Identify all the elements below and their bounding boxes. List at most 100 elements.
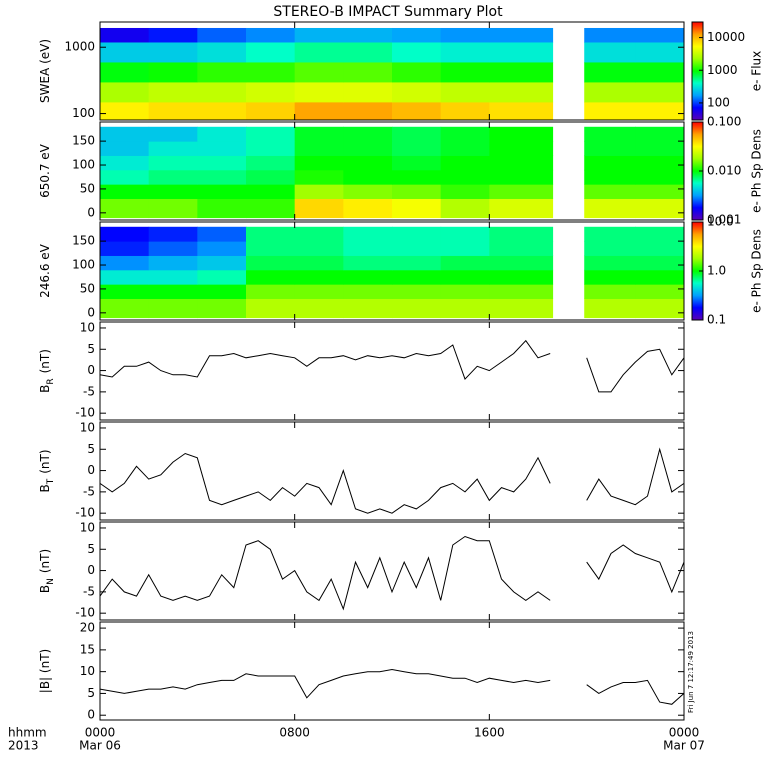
heatmap-cell <box>440 226 490 242</box>
heatmap-cell <box>635 184 684 199</box>
heatmap-cell <box>440 27 490 43</box>
heatmap-cell <box>148 169 198 185</box>
data-line <box>99 535 685 611</box>
heatmap-cell <box>294 298 344 319</box>
heatmap-cell <box>440 126 490 142</box>
heatmap-cell <box>489 284 554 299</box>
heatmap-cell <box>392 226 442 242</box>
heatmap-cell <box>246 269 296 285</box>
y-tick-label: 0 <box>87 363 95 377</box>
y-tick-label: 0 <box>87 305 95 319</box>
heatmap-cell <box>440 284 490 299</box>
heatmap-cell <box>246 126 296 142</box>
data-line <box>99 668 685 705</box>
heatmap-cell <box>246 241 296 256</box>
heatmap-cell <box>148 126 198 142</box>
heatmap-cell <box>100 41 150 63</box>
heatmap-cell <box>489 298 554 319</box>
heatmap-cell <box>294 141 344 156</box>
heatmap-cell <box>246 101 296 120</box>
heatmap-cell <box>148 241 198 256</box>
heatmap-cell <box>294 255 344 271</box>
x-axis-label: hhmm <box>8 726 47 740</box>
heatmap-cell <box>635 141 684 156</box>
y-axis-label: BN(nT) <box>38 549 56 593</box>
heatmap-cell <box>635 169 684 185</box>
heatmap-cell <box>148 226 198 242</box>
y-tick-label: 5 <box>87 342 95 356</box>
heatmap-cell <box>584 269 636 285</box>
heatmap-cell <box>148 198 198 219</box>
heatmap-cell <box>294 241 344 256</box>
y-axis-label: SWEA (eV) <box>38 39 52 103</box>
heatmap-cell <box>294 198 344 219</box>
heatmap-cell <box>440 61 490 83</box>
heatmap-cell <box>148 27 198 43</box>
heatmap-cell <box>392 184 442 199</box>
heatmap-cell <box>246 226 296 242</box>
heatmap-cell <box>100 81 150 103</box>
colorbar-tick-label: 0.010 <box>707 164 741 178</box>
heatmap-cell <box>343 298 393 319</box>
heatmap-cell <box>100 101 150 120</box>
panel-frame <box>99 221 685 321</box>
y-tick-label: 15 <box>80 642 95 656</box>
heatmap-cell <box>392 198 442 219</box>
heatmap-cell <box>100 198 150 219</box>
heatmap-cell <box>294 155 344 171</box>
heatmap-cell <box>392 269 442 285</box>
heatmap-cell <box>489 226 554 242</box>
heatmap-cell <box>343 284 393 299</box>
heatmap-cell <box>584 255 636 271</box>
heatmap-cell <box>197 169 247 185</box>
heatmap-cell <box>197 184 247 199</box>
y-tick-label: 10 <box>80 664 95 678</box>
heatmap-cell <box>635 226 684 242</box>
y-tick-label: 150 <box>72 134 95 148</box>
heatmap-cell <box>635 241 684 256</box>
heatmap-cell <box>294 61 344 83</box>
heatmap-cell <box>489 101 554 120</box>
timestamp: Fri Jun 7 12:17:49 2013 <box>687 631 695 713</box>
heatmap-cell <box>148 101 198 120</box>
heatmap-cell <box>197 141 247 156</box>
heatmap-cell <box>635 198 684 219</box>
heatmap-cell <box>440 41 490 63</box>
heatmap-cell <box>440 255 490 271</box>
x-tick-label: 0000 <box>669 726 700 740</box>
heatmap-cell <box>246 298 296 319</box>
heatmap-cell <box>148 155 198 171</box>
heatmap-cell <box>246 184 296 199</box>
x-tick-label: 1600 <box>474 726 505 740</box>
heatmap-cell <box>343 126 393 142</box>
y-tick-label: 10 <box>80 520 95 534</box>
heatmap-cell <box>584 284 636 299</box>
y-tick-label: 0 <box>87 463 95 477</box>
y-tick-label: 50 <box>80 181 95 195</box>
y-tick-label: 100 <box>72 106 95 120</box>
y-tick-label: 5 <box>87 442 95 456</box>
heatmap-cell <box>343 81 393 103</box>
heatmap-cell <box>246 284 296 299</box>
y-tick-label: -10 <box>75 406 95 420</box>
heatmap-cell <box>584 27 636 43</box>
heatmap-cell <box>584 298 636 319</box>
heatmap-cell <box>197 61 247 83</box>
heatmap-cell <box>584 184 636 199</box>
heatmap-cell <box>392 27 442 43</box>
spectrogram <box>100 27 684 120</box>
heatmap-cell <box>440 155 490 171</box>
heatmap-cell <box>489 155 554 171</box>
heatmap-cell <box>392 61 442 83</box>
heatmap-cell <box>343 61 393 83</box>
heatmap-cell <box>148 269 198 285</box>
panel-frame <box>99 21 685 121</box>
heatmap-cell <box>343 101 393 120</box>
panel-frame <box>99 621 685 721</box>
heatmap-cell <box>197 269 247 285</box>
heatmap-cell <box>489 241 554 256</box>
heatmap-cell <box>584 198 636 219</box>
heatmap-cell <box>392 41 442 63</box>
heatmap-cell <box>148 184 198 199</box>
